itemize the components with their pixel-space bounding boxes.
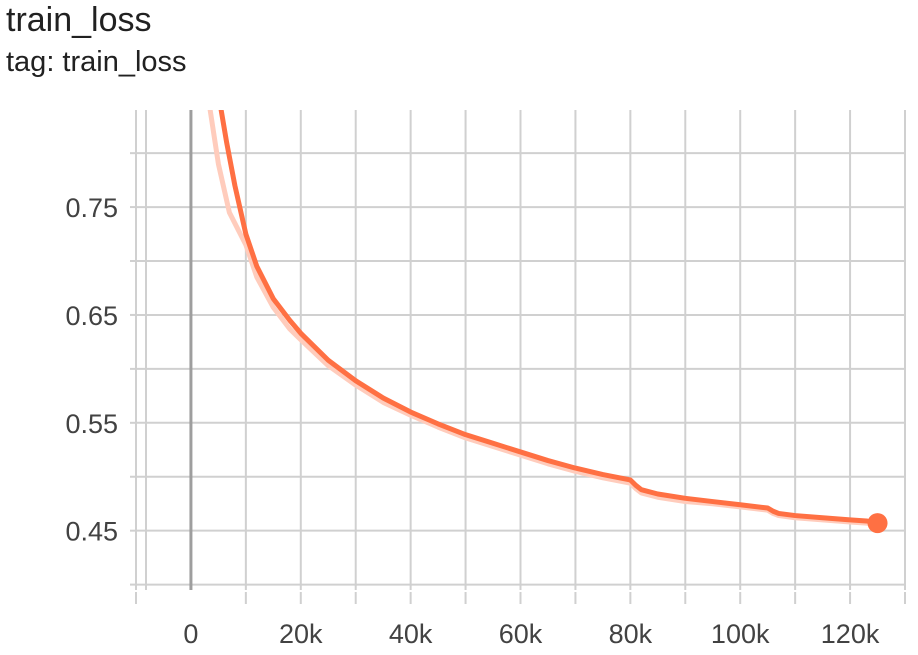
x-tick-label: 60k	[499, 619, 543, 649]
y-tick-label: 0.75	[65, 193, 118, 223]
series-smoothed-line	[218, 110, 881, 526]
x-tick-label: 80k	[609, 619, 653, 649]
y-tick-label: 0.65	[65, 301, 118, 331]
x-tick-label: 40k	[389, 619, 433, 649]
x-tick-label: 0	[183, 619, 198, 649]
last-point-markers	[867, 513, 888, 534]
x-tick-label: 100k	[711, 619, 770, 649]
y-tick-label: 0.55	[65, 409, 118, 439]
series-lines	[207, 110, 881, 527]
grid-lines	[130, 110, 906, 604]
chart-subtitle: tag: train_loss	[6, 46, 187, 78]
last-point-marker	[867, 513, 888, 534]
tick-labels: 0.45 0.55 0.65 0.75 0 20k 40k 60k 80k 100k 120k	[65, 193, 879, 649]
y-tick-label: 0.45	[65, 517, 118, 547]
x-tick-label: 120k	[821, 619, 880, 649]
series-raw-line	[207, 110, 881, 527]
chart-title: train_loss	[6, 1, 152, 39]
x-tick-label: 20k	[279, 619, 323, 649]
